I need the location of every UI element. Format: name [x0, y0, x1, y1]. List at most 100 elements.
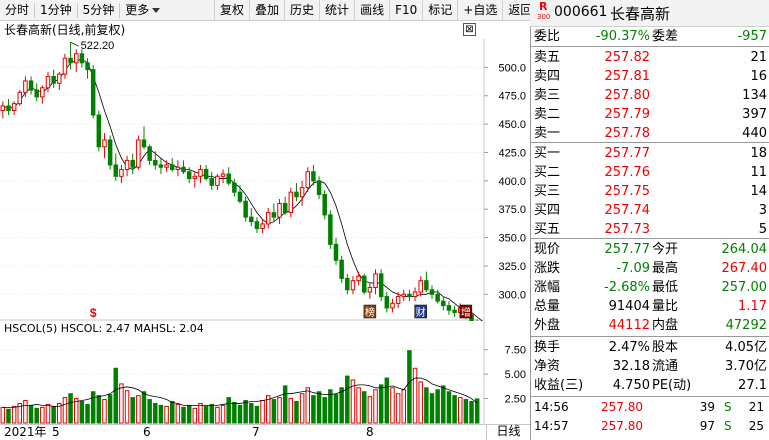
candle: [6, 99, 11, 116]
turnover-bar: [361, 391, 367, 424]
price-tick-label: 500.0: [498, 62, 526, 74]
period-high-label: 522.20: [81, 40, 115, 52]
tick-time: 15:00: [534, 436, 569, 440]
tick-time: 14:57: [534, 419, 569, 433]
turnover-bar: [85, 403, 90, 424]
candle: [271, 203, 277, 222]
back-button[interactable]: 返回: [502, 0, 537, 21]
more-periods-button[interactable]: 更多: [120, 0, 165, 21]
turnover-bar: [107, 394, 113, 424]
turnover-bar: [390, 387, 395, 424]
level-volume: 134: [742, 88, 767, 103]
turnover-bar: [153, 402, 158, 424]
statistics-button[interactable]: 统计: [319, 0, 354, 21]
candle: [215, 174, 220, 190]
tab-1min[interactable]: 1分钟: [40, 2, 72, 17]
date-label: 6: [143, 425, 151, 439]
level-volume: 11: [750, 165, 767, 180]
candle: [85, 58, 90, 79]
mark-button[interactable]: 标记: [422, 0, 457, 21]
candle: [113, 153, 119, 181]
turnover-bar: [192, 407, 198, 424]
stock-header: R 300 000661 长春高新: [530, 0, 769, 27]
turnover-bar: [130, 397, 135, 424]
turnover-bar: [215, 406, 220, 424]
price-tick-label: 300.0: [498, 289, 526, 301]
candle: [40, 85, 45, 104]
turnover-bar: [0, 406, 6, 424]
turnover-bar: [164, 405, 169, 424]
dividend-marker[interactable]: $: [90, 306, 97, 320]
candle-body: [113, 164, 119, 177]
turnover-bar: [463, 399, 469, 424]
level-label: 卖四: [534, 69, 561, 84]
candle: [322, 189, 327, 220]
candle: [356, 271, 361, 286]
level-label: 买三: [534, 184, 561, 199]
order-level-row: 卖三 257.80 134: [531, 86, 769, 105]
candle-body: [260, 223, 265, 229]
change-label: 涨跌: [534, 261, 561, 276]
candle: [57, 71, 62, 91]
divider: [531, 336, 769, 337]
candle: [243, 196, 248, 222]
turnover-bar: [158, 404, 164, 424]
candle: [0, 101, 6, 119]
turnover-bar: [237, 404, 243, 424]
candle-body: [265, 212, 271, 225]
turnover-bar: [57, 402, 62, 424]
candle-body: [237, 191, 243, 202]
candle: [124, 155, 130, 177]
indicator-tick-label: 7.50: [505, 345, 526, 357]
tick-price: 257.77: [601, 436, 643, 440]
price-tick-label: 375.0: [498, 204, 526, 216]
candle: [153, 151, 158, 170]
candle-body: [243, 200, 248, 218]
svg-text:增: 增: [461, 306, 471, 319]
overlay-button[interactable]: 叠加: [249, 0, 284, 21]
timeframe-label[interactable]: 日线: [486, 424, 530, 440]
price-chart[interactable]: 500.0 475.0 450.0 425.0 400.0 375.0 350.0 325.0…: [0, 21, 530, 321]
turnover-bar: [96, 395, 102, 424]
candle-body: [11, 103, 17, 111]
list-marker[interactable]: 榜: [363, 304, 377, 319]
tab-5min[interactable]: 5分钟: [82, 2, 115, 17]
turnover-bar: [6, 408, 11, 424]
tick-time: 14:56: [534, 400, 569, 414]
level-label: 买二: [534, 165, 561, 180]
tick-price: 257.80: [601, 400, 643, 414]
finance-marker[interactable]: 财: [414, 304, 427, 319]
candle: [294, 183, 299, 202]
candle-body: [254, 221, 260, 229]
candle: [130, 153, 135, 175]
current-price-label: 现价: [534, 242, 561, 257]
indicator-chart[interactable]: 7.50 5.00 2.50: [0, 321, 530, 425]
chart-settings-icon[interactable]: ⊠: [463, 23, 476, 36]
increase-marker[interactable]: 增: [459, 304, 473, 319]
level-volume: 5: [758, 222, 767, 237]
history-button[interactable]: 历史: [284, 0, 319, 21]
level-volume: 16: [750, 69, 767, 84]
turnover-bar: [356, 387, 361, 424]
tab-intraday[interactable]: 分时: [5, 2, 30, 17]
candle-body: [418, 280, 423, 293]
indicator-tick-label: 2.50: [505, 394, 526, 406]
candle: [316, 176, 322, 199]
date-label: 8: [366, 425, 374, 439]
low-label: 最低: [652, 280, 679, 295]
candle-body: [407, 293, 412, 298]
draw-line-button[interactable]: 画线: [354, 0, 389, 21]
add-watchlist-button[interactable]: +自选: [457, 0, 502, 21]
chart-title: 长春高新(日线,前复权): [4, 23, 126, 37]
adjust-button[interactable]: 复权: [214, 0, 249, 21]
level-price: 257.73: [604, 222, 651, 237]
turnover-label: 换手: [534, 340, 561, 355]
turnover-bar: [34, 407, 39, 424]
more-periods-label: 更多: [125, 2, 150, 17]
level-price: 257.77: [604, 146, 651, 161]
candle: [79, 49, 85, 68]
candle-body: [452, 309, 457, 313]
turnover-bar: [147, 399, 152, 424]
candle-body: [226, 173, 231, 184]
f10-button[interactable]: F10: [389, 0, 422, 21]
